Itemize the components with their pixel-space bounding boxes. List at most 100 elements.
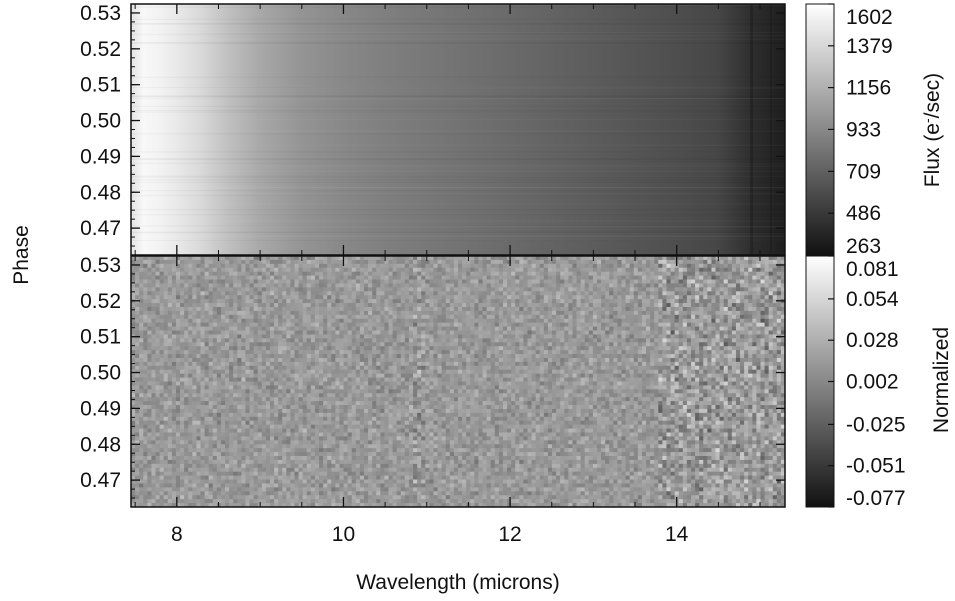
residual-cell (400, 303, 406, 308)
residual-cell (560, 271, 565, 277)
residual-cell (609, 357, 614, 363)
residual-cell (241, 279, 246, 284)
residual-cell (764, 361, 770, 367)
residual-cell (143, 310, 148, 316)
residual-cell (617, 354, 622, 359)
residual-cell (257, 354, 263, 359)
residual-cell (139, 271, 144, 277)
residual-cell (682, 287, 688, 292)
residual-cell (339, 318, 344, 324)
residual-cell (180, 271, 185, 277)
residual-cell (363, 263, 369, 269)
residual-cell (323, 259, 328, 265)
residual-cell (494, 373, 500, 378)
residual-cell (572, 310, 577, 316)
residual-cell (314, 275, 320, 280)
residual-cell (768, 287, 774, 292)
residual-cell (363, 365, 369, 371)
residual-cell (237, 310, 242, 316)
residual-cell (686, 267, 692, 273)
residual-cell (523, 322, 528, 327)
residual-cell (290, 267, 295, 273)
residual-cell (290, 322, 295, 327)
residual-cell (433, 334, 438, 339)
residual-cell (216, 263, 222, 269)
residual-cell (539, 330, 545, 335)
residual-cell (392, 303, 398, 308)
residual-cell (617, 259, 622, 265)
residual-cell (531, 369, 537, 375)
residual-cell (131, 314, 136, 320)
residual-cell (695, 299, 700, 304)
residual-cell (445, 256, 451, 261)
residual-cell (686, 287, 692, 292)
residual-cell (163, 310, 169, 316)
residual-cell (425, 310, 430, 316)
residual-cell (384, 267, 389, 273)
residual-cell (441, 310, 447, 316)
residual-cell (204, 310, 210, 316)
residual-cell (641, 334, 647, 339)
residual-cell (282, 275, 287, 280)
residual-cell (314, 267, 320, 273)
residual-cell (225, 303, 230, 308)
residual-cell (601, 365, 606, 371)
residual-cell (359, 365, 365, 371)
residual-cell (711, 357, 716, 363)
residual-cell (167, 373, 173, 378)
residual-cell (339, 314, 344, 320)
residual-cell (265, 314, 271, 320)
residual-cell (482, 259, 488, 265)
residual-cell (617, 256, 622, 261)
residual-cell (323, 283, 328, 288)
residual-cell (744, 318, 749, 324)
residual-cell (429, 303, 434, 308)
residual-cell (241, 267, 246, 273)
residual-cell (486, 350, 492, 355)
residual-cell (568, 287, 573, 292)
residual-cell (596, 369, 602, 375)
residual-cell (359, 346, 365, 351)
residual-cell (384, 322, 389, 327)
residual-cell (421, 346, 426, 351)
residual-cell (192, 279, 197, 284)
residual-cell (613, 354, 618, 359)
residual-cell (535, 256, 541, 261)
residual-cell (180, 263, 185, 269)
residual-cell (269, 326, 275, 331)
residual-cell (629, 342, 635, 347)
residual-cell (278, 365, 283, 371)
residual-cell (564, 263, 569, 269)
residual-cell (601, 354, 606, 359)
residual-cell (188, 256, 193, 261)
residual-cell (421, 361, 426, 367)
residual-cell (494, 310, 500, 316)
residual-cell (650, 295, 655, 300)
residual-cell (437, 291, 443, 296)
residual-cell (139, 330, 144, 335)
residual-cell (678, 330, 684, 335)
residual-cell (298, 354, 304, 359)
residual-cell (670, 271, 676, 277)
residual-cell (233, 346, 238, 351)
residual-cell (515, 361, 520, 367)
residual-cell (470, 295, 475, 300)
residual-cell (707, 365, 712, 371)
residual-cell (245, 334, 250, 339)
residual-cell (453, 346, 459, 351)
residual-cell (241, 357, 246, 363)
residual-cell (756, 354, 761, 359)
residual-cell (261, 256, 267, 261)
residual-cell (229, 314, 234, 320)
residual-cell (131, 267, 136, 273)
residual-cell (695, 306, 700, 312)
residual-cell (404, 287, 410, 292)
residual-cell (278, 334, 283, 339)
residual-cell (478, 346, 483, 351)
residual-cell (695, 291, 700, 296)
residual-cell (363, 350, 369, 355)
residual-cell (650, 283, 655, 288)
residual-cell (392, 342, 398, 347)
residual-cell (502, 342, 508, 347)
residual-cell (257, 271, 263, 277)
